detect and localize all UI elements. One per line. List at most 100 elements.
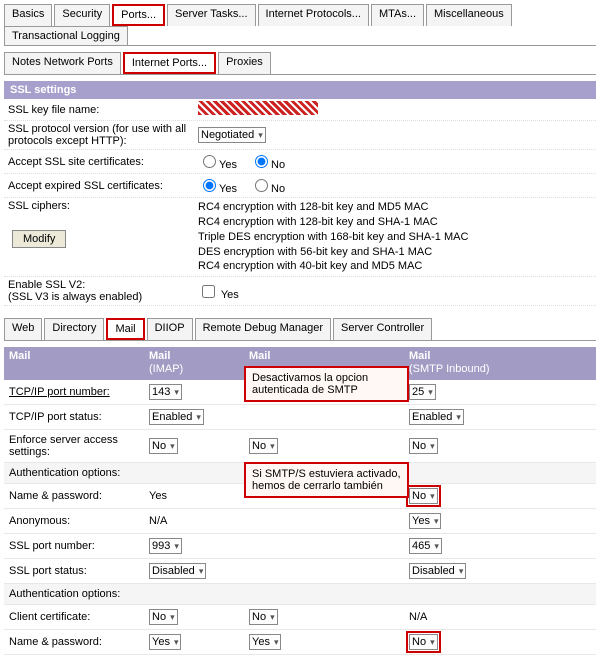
mail-hdr-pop: Mail — [244, 347, 404, 366]
chevron-down-icon: ▾ — [170, 439, 175, 453]
row-sslport: SSL port number: 993▾ 465▾ — [4, 534, 596, 559]
cipher-item: RC4 encryption with 128-bit key and MD5 … — [198, 200, 592, 215]
ssl-proto-value: Negotiated — [201, 128, 254, 142]
auth-label: Authentication options: — [4, 465, 144, 481]
smtp-anon[interactable]: Yes▾ — [409, 513, 441, 529]
chevron-down-icon: ▾ — [174, 635, 179, 649]
smtp-enforce[interactable]: No▾ — [409, 438, 438, 454]
anon-label: Anonymous: — [4, 513, 144, 529]
pop-clientcert[interactable]: No▾ — [249, 609, 278, 625]
tcp-port-label[interactable]: TCP/IP port number: — [9, 386, 110, 398]
imap-namepw: Yes — [144, 488, 244, 504]
row-tcp-status: TCP/IP port status: Enabled▾ Enabled▾ — [4, 405, 596, 430]
imap-anon: N/A — [144, 513, 244, 529]
chevron-down-icon: ▾ — [428, 385, 433, 399]
namepw-label-2: Name & password: — [4, 634, 144, 650]
tab-transactional-logging[interactable]: Transactional Logging — [4, 26, 128, 45]
namepw-label: Name & password: — [4, 488, 144, 504]
imap-status[interactable]: Enabled▾ — [149, 409, 204, 425]
pop-namepw2[interactable]: Yes▾ — [249, 634, 281, 650]
smtp-sslstatus[interactable]: Disabled▾ — [409, 563, 466, 579]
modify-button[interactable]: Modify — [12, 230, 66, 248]
ssl-site-label: Accept SSL site certificates: — [8, 156, 198, 168]
ssl-site-yes[interactable]: Yes — [198, 159, 237, 171]
callout-b: Si SMTP/S estuviera activado, hemos de c… — [244, 462, 409, 498]
tab-diiop[interactable]: DIIOP — [147, 318, 193, 340]
callout-a: Desactivamos la opcion autenticada de SM… — [244, 366, 409, 402]
chevron-down-icon: ▾ — [274, 635, 279, 649]
top-tabs: BasicsSecurityPorts...Server Tasks...Int… — [4, 4, 596, 46]
tab-proxies[interactable]: Proxies — [218, 52, 271, 74]
page-root: BasicsSecurityPorts...Server Tasks...Int… — [4, 4, 596, 655]
chevron-down-icon: ▾ — [434, 514, 439, 528]
smtp-clientcert: N/A — [404, 609, 596, 625]
cipher-item: RC4 encryption with 128-bit key and SHA-… — [198, 215, 592, 230]
enforce-label: Enforce server access settings: — [4, 432, 144, 460]
smtp-port[interactable]: 25▾ — [409, 384, 436, 400]
tab-directory[interactable]: Directory — [44, 318, 104, 340]
mail-hdr-smtp: Mail (SMTP Inbound) — [404, 347, 596, 379]
imap-enforce[interactable]: No▾ — [149, 438, 178, 454]
tab-notes-network-ports[interactable]: Notes Network Ports — [4, 52, 121, 74]
tcp-status-label: TCP/IP port status: — [4, 409, 144, 425]
row-anon: Anonymous: N/A Yes▾ — [4, 509, 596, 534]
ssl-site-no[interactable]: No — [250, 159, 285, 171]
smtp-sslport[interactable]: 465▾ — [409, 538, 442, 554]
ssl-v2-checkbox[interactable]: Yes — [198, 289, 239, 301]
cipher-item: DES encryption with 56-bit key and SHA-1… — [198, 245, 592, 260]
chevron-down-icon: ▾ — [430, 489, 435, 503]
chevron-down-icon: ▾ — [199, 564, 204, 578]
smtp-namepw[interactable]: No▾ — [409, 488, 438, 504]
auth-label-2: Authentication options: — [4, 586, 144, 602]
row-sslstatus: SSL port status: Disabled▾ Disabled▾ — [4, 559, 596, 584]
row-enforce: Enforce server access settings: No▾ No▾ … — [4, 430, 596, 463]
pop-enforce[interactable]: No▾ — [249, 438, 278, 454]
imap-namepw2[interactable]: Yes▾ — [149, 634, 181, 650]
chevron-down-icon: ▾ — [170, 610, 175, 624]
ssl-proto-dropdown[interactable]: Negotiated ▾ — [198, 127, 266, 143]
tab-miscellaneous[interactable]: Miscellaneous — [426, 4, 512, 26]
smtp-namepw2[interactable]: No▾ — [409, 634, 438, 650]
chevron-down-icon: ▾ — [196, 410, 201, 424]
chevron-down-icon: ▾ — [434, 539, 439, 553]
tab-server-tasks[interactable]: Server Tasks... — [167, 4, 256, 26]
ssl-v2-label: Enable SSL V2: (SSL V3 is always enabled… — [8, 279, 198, 303]
imap-sslport[interactable]: 993▾ — [149, 538, 182, 554]
sub-tabs-1: Notes Network PortsInternet Ports...Prox… — [4, 52, 596, 75]
ssl-exp-no[interactable]: No — [250, 183, 285, 195]
ssl-proto-label: SSL protocol version (for use with all p… — [8, 123, 198, 147]
tab-basics[interactable]: Basics — [4, 4, 52, 26]
tab-server-controller[interactable]: Server Controller — [333, 318, 432, 340]
chevron-down-icon: ▾ — [456, 410, 461, 424]
row-clientcert: Client certificate: No▾ No▾ N/A — [4, 605, 596, 630]
tab-mtas[interactable]: MTAs... — [371, 4, 424, 26]
cipher-item: Triple DES encryption with 168-bit key a… — [198, 230, 592, 245]
chevron-down-icon: ▾ — [430, 635, 435, 649]
tab-remote-debug-manager[interactable]: Remote Debug Manager — [195, 318, 331, 340]
imap-port[interactable]: 143▾ — [149, 384, 182, 400]
ssl-exp-label: Accept expired SSL certificates: — [8, 180, 198, 192]
tab-internet-ports[interactable]: Internet Ports... — [123, 52, 216, 74]
sub-tabs-2: WebDirectoryMailDIIOPRemote Debug Manage… — [4, 318, 596, 341]
tab-ports[interactable]: Ports... — [112, 4, 165, 26]
mail-hdr-imap: Mail (IMAP) — [144, 347, 244, 379]
chevron-down-icon: ▾ — [258, 128, 263, 142]
chevron-down-icon: ▾ — [459, 564, 464, 578]
chevron-down-icon: ▾ — [270, 439, 275, 453]
smtp-status[interactable]: Enabled▾ — [409, 409, 464, 425]
tab-internet-protocols[interactable]: Internet Protocols... — [258, 4, 369, 26]
ssl-keyfile-value — [198, 101, 318, 115]
sslstatus-label: SSL port status: — [4, 563, 144, 579]
tab-mail[interactable]: Mail — [106, 318, 144, 340]
tab-security[interactable]: Security — [54, 4, 110, 26]
ssl-ciphers-list: RC4 encryption with 128-bit key and MD5 … — [198, 200, 592, 274]
imap-clientcert[interactable]: No▾ — [149, 609, 178, 625]
cipher-item: RC4 encryption with 40-bit key and MD5 M… — [198, 259, 592, 274]
imap-sslstatus[interactable]: Disabled▾ — [149, 563, 206, 579]
ssl-keyfile-label: SSL key file name: — [8, 104, 198, 116]
ssl-exp-yes[interactable]: Yes — [198, 183, 237, 195]
ssl-header: SSL settings — [4, 81, 596, 99]
tab-web[interactable]: Web — [4, 318, 42, 340]
chevron-down-icon: ▾ — [174, 539, 179, 553]
row-auth-header-2: Authentication options: — [4, 584, 596, 605]
